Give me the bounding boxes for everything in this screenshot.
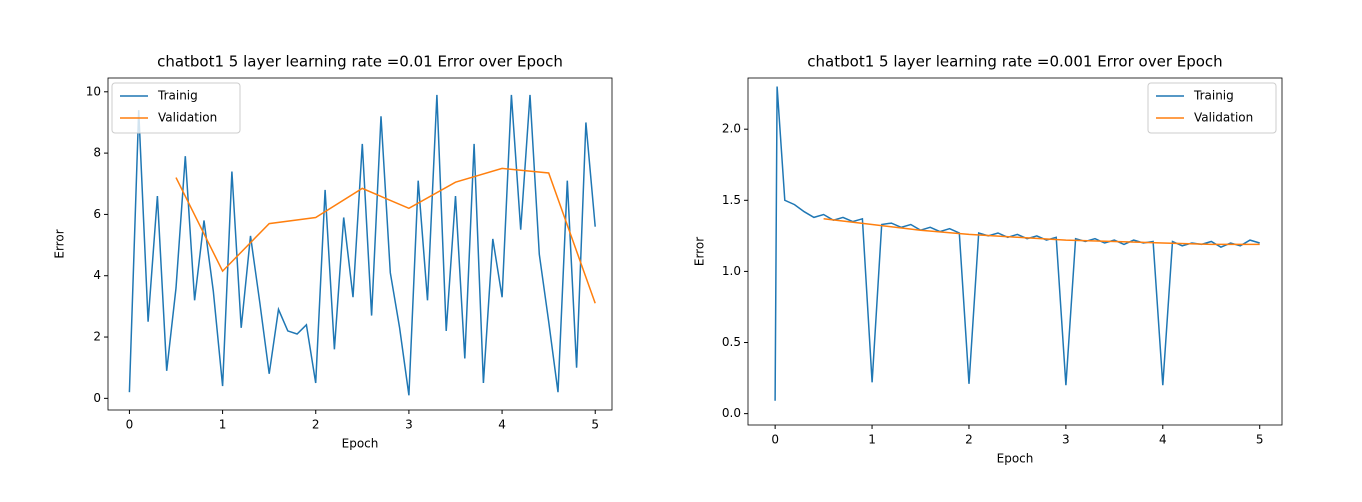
legend-label: Validation [158,111,217,125]
y-tick-label: 0 [93,391,101,405]
x-tick-label: 0 [771,433,779,447]
x-axis-label: Epoch [997,452,1034,466]
y-tick-label: 0.0 [722,406,741,420]
axes-frame [747,77,1283,426]
x-tick-label: 5 [591,418,599,432]
y-tick-label: 2 [93,330,101,344]
x-tick-label: 2 [965,433,973,447]
x-axis-label: Epoch [342,437,379,451]
x-tick-label: 1 [868,433,876,447]
chart: chatbot1 5 layer learning rate =0.001 Er… [693,53,1283,466]
chart-title: chatbot1 5 layer learning rate =0.01 Err… [157,53,563,71]
x-tick-label: 5 [1256,433,1264,447]
x-tick-label: 4 [1159,433,1167,447]
series-line [128,94,596,396]
legend: Trainig Validation [1147,82,1277,134]
y-tick-label: 4 [93,268,101,282]
y-tick-label: 1.5 [722,193,741,207]
y-tick-label: 2.0 [722,122,741,136]
series-line [823,218,1260,246]
x-tick-label: 3 [405,418,413,432]
y-axis-label: Error [693,237,707,266]
y-axis-label: Error [53,229,67,258]
legend-label: Validation [1194,111,1253,125]
y-tick-label: 1.0 [722,264,741,278]
series-line [175,167,596,304]
y-tick-label: 8 [93,146,101,160]
y-tick-label: 0.5 [722,335,741,349]
y-tick-label: 10 [86,84,101,98]
legend: Trainig Validation [111,82,241,134]
x-tick-label: 2 [312,418,320,432]
chart: chatbot1 5 layer learning rate =0.01 Err… [53,53,613,451]
chart-title: chatbot1 5 layer learning rate =0.001 Er… [807,53,1222,71]
x-tick-label: 4 [498,418,506,432]
x-tick-label: 1 [219,418,227,432]
legend-label: Trainig [1193,89,1234,103]
x-tick-label: 0 [126,418,134,432]
x-tick-label: 3 [1062,433,1070,447]
axes-frame [107,77,613,411]
legend-label: Trainig [157,89,198,103]
y-tick-label: 6 [93,207,101,221]
